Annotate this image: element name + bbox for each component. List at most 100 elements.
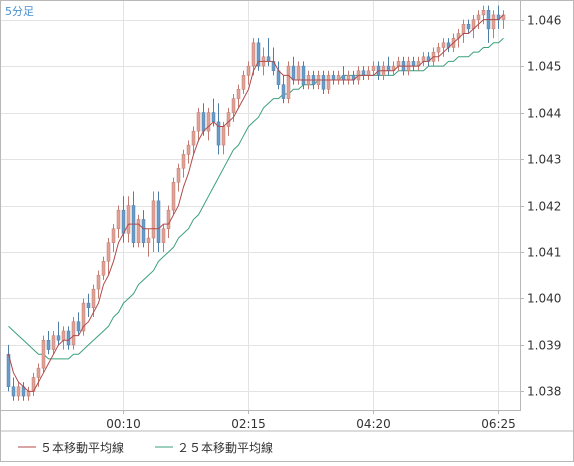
candle-body-down [201, 112, 206, 132]
candle-body-up [36, 367, 41, 378]
y-tick-label: 1.038 [527, 385, 561, 399]
candle-body-up [336, 75, 341, 81]
candle-body-up [126, 205, 131, 234]
candle-body-down [341, 75, 346, 81]
candle-body-up [476, 14, 481, 20]
candle-body-up [436, 47, 441, 53]
candle-body-down [216, 121, 221, 146]
y-tick-label: 1.043 [527, 153, 561, 167]
candle-body-up [491, 14, 496, 30]
candle-body-up [246, 65, 251, 76]
candle-body-down [156, 200, 161, 243]
candle-body-up [346, 75, 351, 81]
candle-body-up [421, 56, 426, 62]
y-tick-label: 1.041 [527, 246, 561, 260]
candle-body-down [291, 65, 296, 81]
candle [436, 42, 441, 62]
candle [71, 317, 76, 350]
candle-body-down [301, 65, 306, 85]
candle-body-up [166, 209, 171, 229]
candle [126, 196, 131, 243]
candle [46, 330, 51, 355]
candle-body-up [221, 126, 226, 146]
candle [86, 293, 91, 318]
candle [186, 140, 191, 164]
candle [166, 205, 171, 239]
candle [491, 10, 496, 39]
y-axis: 1.046 1.045 1.044 1.043 1.042 1.041 1.040 1.039… [520, 14, 561, 399]
candle-body-up [106, 242, 111, 262]
y-tick-label: 1.040 [527, 292, 561, 306]
ma5-line [8, 14, 504, 392]
candle [11, 377, 16, 401]
candle [301, 61, 306, 90]
candle [96, 270, 101, 299]
candle-body-down [361, 70, 366, 76]
candle [171, 177, 176, 215]
candle-body-up [111, 228, 116, 243]
legend: ５本移動平均線 ２５本移動平均線 [18, 440, 273, 455]
candle [481, 5, 486, 25]
plot-area [0, 0, 521, 411]
candle-body-up [191, 130, 196, 146]
legend-ma25-label: ２５本移動平均線 [177, 440, 273, 455]
candle-body-up [396, 61, 401, 67]
candle-body-up [51, 335, 56, 350]
candle [136, 214, 141, 248]
candle-body-down [466, 23, 471, 30]
candle [76, 312, 81, 336]
candle [321, 70, 326, 94]
candle-body-up [181, 154, 186, 169]
candle [441, 38, 446, 57]
legend-ma5-label: ５本移動平均線 [40, 440, 124, 455]
candle [156, 191, 161, 252]
x-tick-label: 00:10 [106, 417, 141, 431]
candle-body-up [161, 228, 166, 243]
candle [106, 238, 111, 276]
candle [196, 107, 201, 141]
candle-body-down [281, 84, 286, 99]
candle-body-down [66, 330, 71, 346]
candle-body-down [211, 112, 216, 123]
candle [251, 38, 256, 76]
candle [116, 205, 121, 239]
candle-body-down [86, 302, 91, 308]
candle-body-down [56, 335, 61, 341]
candle [236, 84, 241, 108]
x-tick-label: 02:15 [231, 417, 266, 431]
candle-body-down [141, 219, 146, 243]
candle [176, 163, 181, 192]
y-tick-label: 1.042 [527, 200, 561, 214]
x-axis: 00:10 02:15 04:20 06:25 [106, 410, 516, 431]
x-tick-label: 06:25 [481, 417, 516, 431]
candle-body-down [321, 75, 326, 90]
candle-body-up [96, 274, 101, 290]
candle [476, 10, 481, 29]
candle [256, 38, 261, 71]
candle [371, 61, 376, 76]
candle [466, 19, 471, 34]
candle [101, 256, 106, 280]
candle-body-up [226, 112, 231, 127]
candle-body-up [251, 42, 256, 67]
candle-body-up [171, 182, 176, 211]
candle [206, 107, 211, 141]
candle-body-up [206, 112, 211, 132]
candle [191, 126, 196, 155]
candle-body-up [136, 219, 141, 243]
candle-body-down [411, 61, 416, 67]
candle-body-down [276, 70, 281, 85]
candle [111, 224, 116, 252]
candle-body-down [331, 75, 336, 81]
candle-body-down [76, 321, 81, 332]
ma25-line [8, 37, 504, 360]
candle-body-up [116, 209, 121, 229]
timeframe-label: 5分足 [5, 5, 34, 18]
candle [181, 149, 186, 178]
candle-body-up [236, 89, 241, 99]
candle-body-up [371, 65, 376, 71]
candle-body-up [481, 10, 486, 16]
candle [161, 224, 166, 252]
